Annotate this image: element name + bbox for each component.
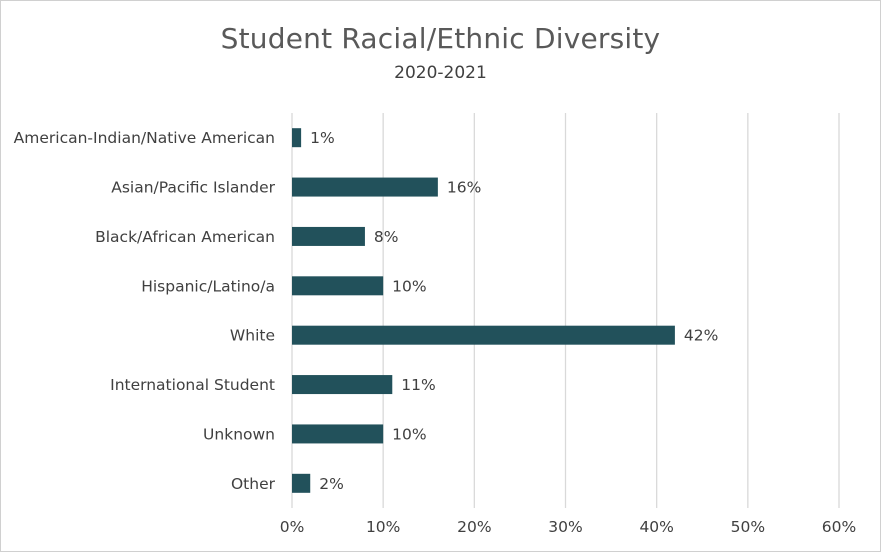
category-label: American-Indian/Native American [14, 129, 275, 147]
x-tick-label: 0% [280, 518, 305, 536]
x-tick-label: 60% [822, 518, 856, 536]
category-label: Asian/Pacific Islander [111, 179, 275, 197]
x-tick-label: 10% [366, 518, 400, 536]
bar [292, 276, 384, 296]
data-label: 42% [684, 327, 718, 345]
bar [292, 473, 311, 493]
data-label: 1% [310, 129, 335, 147]
data-label: 10% [392, 277, 426, 295]
chart-subtitle: 2020-2021 [394, 63, 487, 83]
bar [292, 424, 384, 444]
data-label: 8% [374, 228, 399, 246]
chart-title: Student Racial/Ethnic Diversity [220, 22, 661, 55]
data-label: 10% [392, 425, 426, 443]
data-label: 11% [401, 376, 435, 394]
data-label: 2% [319, 475, 344, 493]
category-label: Unknown [203, 425, 275, 443]
category-label: Other [231, 475, 276, 493]
data-label: 16% [447, 179, 481, 197]
category-label: White [230, 327, 275, 345]
category-label: Hispanic/Latino/a [141, 277, 275, 295]
bar [292, 325, 675, 345]
x-tick-label: 40% [639, 518, 673, 536]
category-label: International Student [110, 376, 275, 394]
x-tick-label: 50% [731, 518, 765, 536]
bar [292, 226, 365, 246]
bar [292, 128, 302, 148]
bar [292, 177, 438, 197]
category-label: Black/African American [95, 228, 275, 246]
x-tick-label: 20% [457, 518, 491, 536]
x-tick-label: 30% [548, 518, 582, 536]
bar [292, 375, 393, 395]
